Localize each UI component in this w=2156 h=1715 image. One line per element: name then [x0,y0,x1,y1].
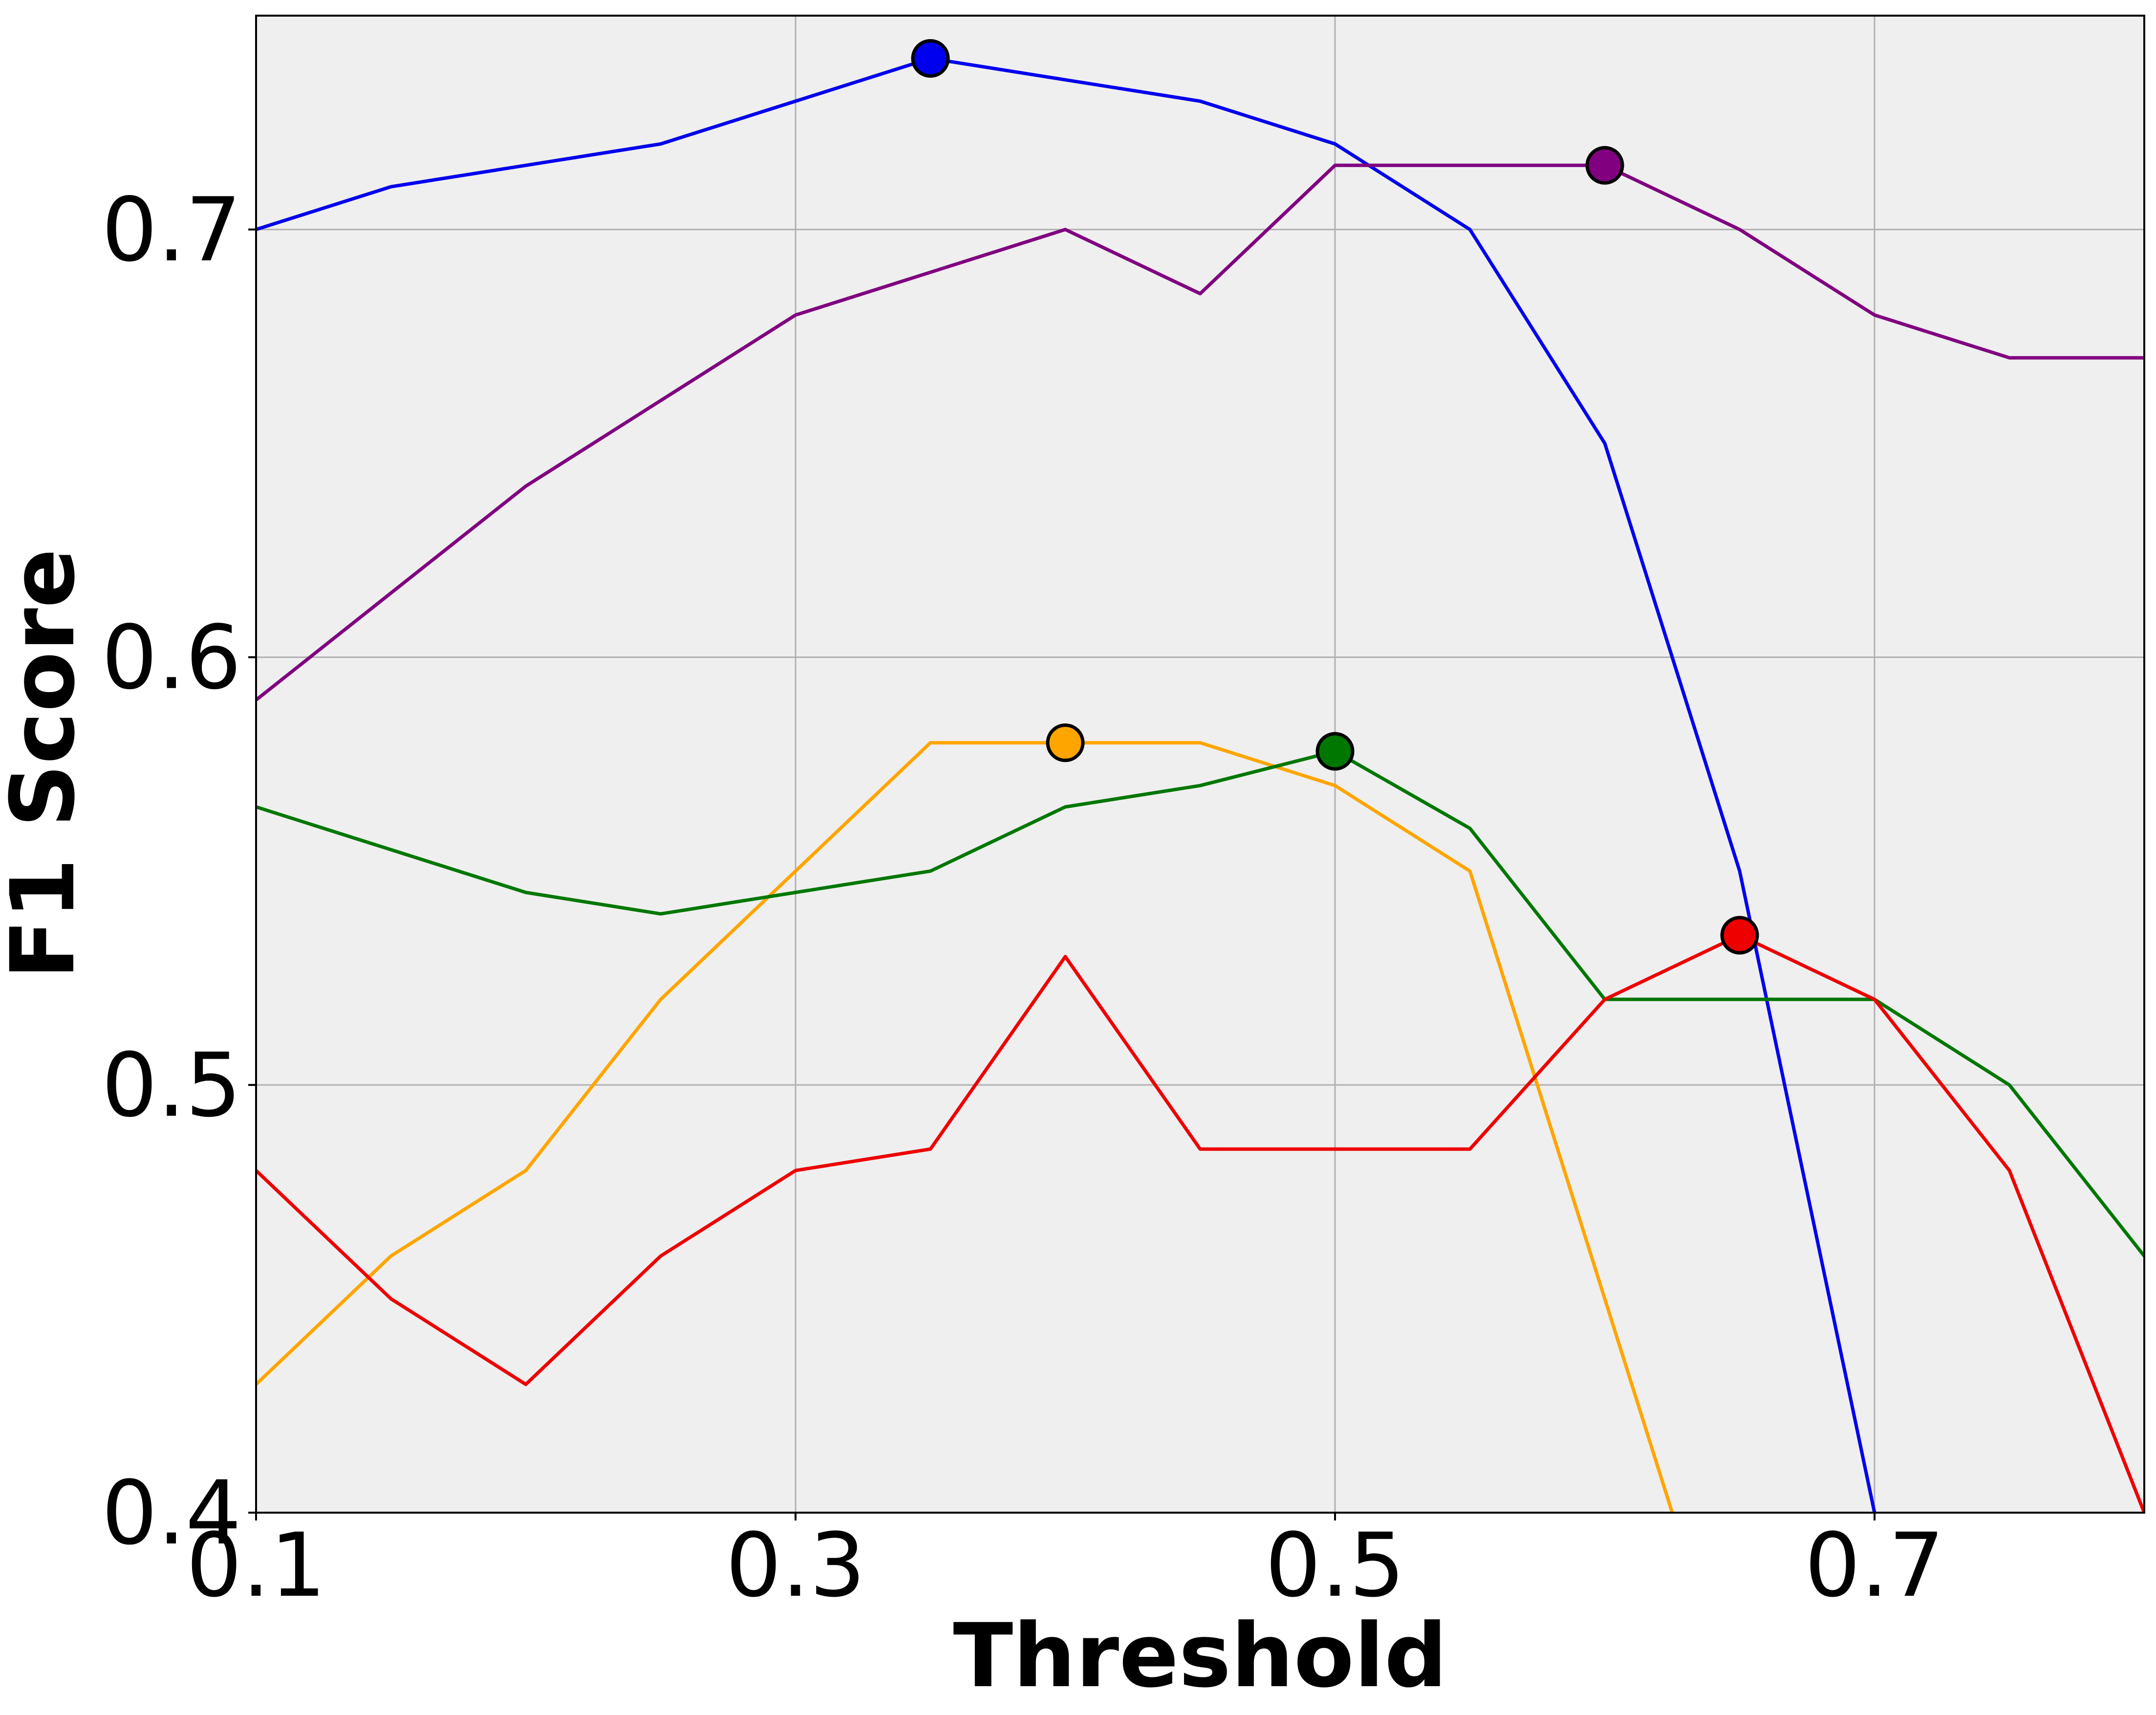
y-tick-label: 0.7 [102,179,241,282]
best-point-purple [1587,148,1622,183]
best-point-red [1722,918,1757,953]
y-tick-label: 0.6 [102,607,241,709]
x-axis-label: Threshold [953,1605,1447,1707]
x-axis-ticks: 0.1 0.3 0.5 0.7 [186,1513,1944,1617]
y-axis-label: F1 Score [0,548,94,979]
plot-background [256,16,2144,1513]
y-axis-ticks: 0.4 0.5 0.6 0.7 [102,179,256,1564]
best-point-green [1317,734,1353,769]
best-point-blue [913,41,948,76]
x-tick-label: 0.7 [1805,1515,1944,1617]
x-tick-label: 0.5 [1265,1515,1405,1617]
best-point-orange [1048,725,1083,760]
x-tick-label: 0.3 [726,1515,865,1617]
y-tick-label: 0.4 [102,1462,241,1564]
y-tick-label: 0.5 [102,1035,241,1137]
